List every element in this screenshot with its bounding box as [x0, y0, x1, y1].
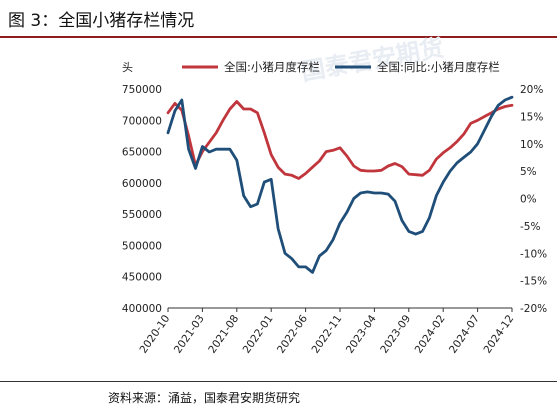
y-right-tick-label: 10% — [520, 139, 543, 151]
x-tick-label: 2021-08 — [206, 313, 241, 356]
x-tick-label: 2022-06 — [275, 313, 310, 356]
y-right-tick-label: 15% — [520, 111, 543, 123]
source-rule — [0, 381, 557, 382]
y-right-tick-label: 20% — [520, 84, 543, 96]
legend-label: 全国:小猪月度存栏 — [224, 60, 320, 74]
series-line-national-stock — [166, 100, 514, 180]
x-tick-label: 2020-10 — [137, 313, 172, 356]
y-right-tick-label: 5% — [520, 166, 537, 178]
y-left-tick-label: 400000 — [122, 303, 162, 315]
y-right-tick-label: -20% — [520, 303, 547, 315]
y-right-tick-label: -10% — [520, 248, 547, 260]
y-left-tick-label: 750000 — [122, 84, 162, 96]
x-tick-label: 2024-07 — [447, 313, 482, 356]
series-line-yoy — [166, 95, 514, 274]
y-left-tick-label: 500000 — [122, 240, 162, 252]
source-note: 资料来源：涌益，国泰君安期货研究 — [108, 391, 301, 405]
y-left-tick-label: 650000 — [122, 147, 162, 159]
chart-series — [166, 95, 514, 274]
x-tick-label: 2024-12 — [481, 313, 516, 356]
x-tick-label: 2022-11 — [309, 313, 344, 356]
y-left-tick-label: 550000 — [122, 209, 162, 221]
y-left-tick-label: 700000 — [122, 115, 162, 127]
x-tick-label: 2021-03 — [172, 313, 207, 356]
y-left-tick-label: 600000 — [122, 178, 162, 190]
chart-legend: 全国:小猪月度存栏 全国:同比:小猪月度存栏 — [182, 60, 500, 74]
y-right-tick-label: 0% — [520, 194, 537, 206]
x-tick-label: 2023-04 — [344, 313, 379, 356]
x-tick-label: 2023-09 — [378, 313, 413, 356]
chart-axes: 750000 700000 650000 600000 550000 500000 4500… — [122, 61, 547, 356]
legend-label: 全国:同比:小猪月度存栏 — [377, 60, 500, 74]
x-tick-label: 2024-02 — [413, 313, 448, 356]
y-right-tick-label: -5% — [520, 221, 540, 233]
figure-title: 图 3：全国小猪存栏情况 — [8, 11, 195, 31]
y-right-tick-label: -15% — [520, 276, 547, 288]
y-left-unit-label: 头 — [122, 61, 133, 74]
title-rule — [0, 36, 557, 38]
x-tick-label: 2022-01 — [241, 313, 276, 356]
y-left-tick-label: 450000 — [122, 272, 162, 284]
